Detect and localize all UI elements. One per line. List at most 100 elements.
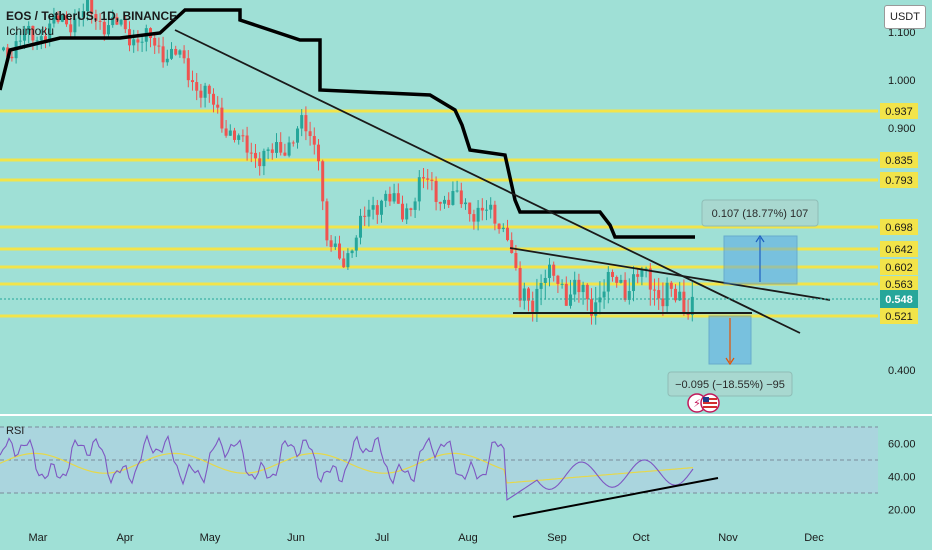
x-axis-label: Apr (116, 532, 133, 544)
indicator-label[interactable]: Ichimoku (6, 24, 55, 38)
y-tick-label: 1.100 (888, 27, 916, 39)
ichimoku-baseline (0, 8, 695, 239)
candle (52, 15, 56, 24)
candle (615, 276, 619, 283)
candle (548, 264, 551, 278)
candle (35, 40, 39, 42)
candle (98, 20, 102, 22)
candle (598, 297, 602, 303)
candle (468, 202, 472, 215)
candle (648, 268, 652, 290)
candle (602, 291, 606, 298)
level-label: 0.698 (885, 222, 913, 234)
candle (77, 17, 81, 19)
level-line (0, 178, 878, 182)
candle (132, 39, 136, 46)
candle (161, 46, 165, 63)
level-tag (880, 219, 918, 235)
level-tag (880, 172, 918, 188)
candle (178, 50, 182, 55)
candle (216, 104, 220, 108)
candle (60, 15, 64, 22)
candle (556, 275, 560, 284)
last-price-label: 0.548 (885, 294, 913, 306)
downtrend-line[interactable] (174, 29, 801, 334)
svg-text:⚡: ⚡ (693, 397, 701, 410)
candle (644, 268, 648, 270)
candle (18, 40, 22, 42)
candle (581, 284, 585, 293)
candle (86, 0, 89, 12)
candle (304, 115, 308, 132)
candle (10, 56, 14, 59)
candle (69, 24, 73, 33)
level-line (0, 158, 878, 162)
candle (90, 0, 94, 15)
candle (123, 19, 127, 30)
candle (228, 130, 232, 136)
candle (480, 207, 484, 211)
candle (401, 203, 404, 220)
candle (170, 48, 173, 59)
candle (153, 37, 157, 46)
candle (438, 201, 442, 204)
candle (363, 215, 367, 217)
candle (81, 11, 85, 18)
candle (678, 291, 682, 301)
candle (430, 179, 434, 181)
candle (94, 14, 98, 21)
candle (254, 152, 257, 159)
candle (623, 279, 627, 300)
candle (279, 142, 283, 153)
candle (186, 58, 190, 81)
level-line (0, 265, 878, 269)
candle (573, 279, 577, 295)
candle (413, 201, 417, 210)
candle (665, 282, 669, 307)
candle (283, 152, 287, 156)
candle (329, 240, 333, 247)
currency-button[interactable]: USDT (884, 5, 926, 29)
x-axis-label: Aug (458, 532, 478, 544)
candle (237, 135, 241, 140)
chart-header: EOS / TetherUS, 1D, BINANCE Ichimoku (6, 9, 177, 39)
candle (531, 300, 535, 312)
candle (611, 271, 614, 277)
candle (346, 253, 350, 268)
rsi-tick-label: 60.00 (888, 439, 916, 451)
candle (497, 223, 501, 230)
us-flag-icon[interactable] (700, 393, 720, 413)
level-line (0, 282, 878, 286)
candle (388, 193, 392, 202)
x-axis-label: Oct (632, 532, 649, 544)
candle (375, 205, 379, 215)
candle (522, 288, 526, 301)
rsi-trendline[interactable] (512, 477, 719, 518)
candle (27, 25, 31, 34)
resistance-line[interactable] (509, 247, 831, 301)
candle (590, 299, 593, 316)
candle (527, 288, 530, 301)
candle (115, 16, 119, 25)
candle (233, 130, 236, 140)
candle (506, 227, 509, 241)
candle (577, 279, 581, 293)
candle (627, 291, 631, 300)
candle (212, 93, 215, 105)
level-label: 0.793 (885, 175, 913, 187)
level-line (0, 109, 878, 113)
y-tick-label: 0.900 (888, 123, 916, 135)
candle (249, 152, 253, 154)
x-axis-label: Mar (29, 532, 48, 544)
level-line (0, 314, 878, 318)
candle (312, 136, 316, 145)
level-line (0, 247, 878, 251)
candle (136, 39, 140, 43)
candle (224, 128, 228, 136)
candle (241, 135, 245, 137)
candle (207, 85, 211, 94)
rsi-line (0, 434, 694, 501)
candle (674, 288, 677, 301)
candle (195, 82, 199, 91)
